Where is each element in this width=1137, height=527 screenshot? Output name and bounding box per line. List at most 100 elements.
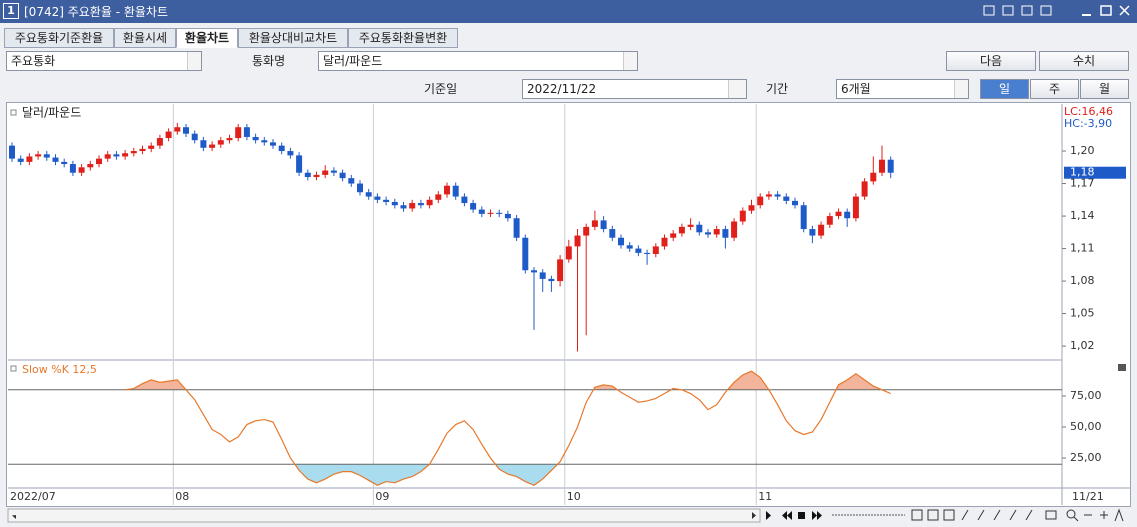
tab[interactable]: 환율차트: [176, 28, 238, 48]
candle-body: [574, 235, 581, 247]
interval-button[interactable]: 월: [1080, 79, 1129, 99]
candle-body: [461, 196, 468, 204]
period-label: 기간: [766, 82, 789, 96]
period-select[interactable]: 6개월: [836, 79, 969, 99]
candle-body: [548, 278, 555, 282]
date-value: 2022/11/22: [527, 82, 597, 96]
title-bar: 1 [0742] 주요환율 - 환율차트: [0, 0, 1137, 23]
interval-button[interactable]: 주: [1030, 79, 1079, 99]
next-button[interactable]: 다음: [946, 51, 1036, 71]
interval-button[interactable]: 일: [980, 79, 1029, 99]
x-tick-label: 10: [567, 490, 581, 503]
candle-body: [583, 226, 590, 236]
candle-body: [270, 142, 276, 146]
dropdown-arrow[interactable]: [187, 52, 201, 70]
window-title: [0742] 주요환율 - 환율차트: [24, 5, 168, 19]
candle-body: [652, 246, 659, 254]
candle-body: [687, 224, 694, 227]
scroll-right[interactable]: [752, 512, 756, 519]
currency-group-select[interactable]: 주요통화: [6, 51, 202, 71]
candle-body: [626, 245, 633, 249]
candle-body: [565, 246, 572, 260]
x-tick-label: 08: [175, 490, 189, 503]
tab[interactable]: 주요통화환율변환: [348, 28, 458, 48]
x-last-label: 11/21: [1072, 490, 1104, 503]
candle-body: [531, 270, 537, 273]
candle-body: [52, 157, 59, 162]
candle-body: [156, 138, 163, 146]
candle-body: [739, 210, 746, 222]
candle-body: [348, 178, 355, 184]
window-controls[interactable]: [980, 3, 1135, 20]
play-button[interactable]: [766, 511, 771, 520]
close[interactable]: [1119, 5, 1130, 16]
scrollbar-track[interactable]: [7, 508, 761, 523]
y-tick-label: 1,20: [1070, 144, 1095, 157]
candle-body: [400, 205, 407, 209]
candle-body: [609, 229, 616, 238]
stop-button[interactable]: [798, 512, 805, 519]
tab[interactable]: 환율상대비교차트: [238, 28, 348, 48]
candle-body: [774, 194, 781, 197]
currency-label: 통화명: [252, 54, 286, 68]
ctrl-icon[interactable]: [983, 5, 995, 16]
candle-body: [17, 158, 24, 162]
tab[interactable]: 주요통화기준환율: [4, 28, 114, 48]
candle-body: [826, 216, 833, 225]
candle-body: [130, 151, 137, 154]
candle-body: [365, 192, 372, 197]
candle-body: [678, 226, 685, 234]
candle-body: [313, 174, 320, 178]
forward-button[interactable]: [812, 511, 822, 520]
ctrl-icon[interactable]: [1002, 5, 1014, 16]
candle-body: [879, 159, 885, 173]
candle-body: [861, 181, 868, 197]
candle-body: [174, 127, 181, 132]
ctrl-icon[interactable]: [1040, 5, 1052, 16]
calendar-button[interactable]: [728, 80, 746, 98]
tab[interactable]: 환율시세: [114, 28, 176, 48]
y-tick-label: 25,00: [1070, 451, 1102, 464]
currency-select[interactable]: 달러/파운드: [318, 51, 638, 71]
scroll-left[interactable]: [12, 512, 16, 519]
y-tick-label: 1,08: [1070, 274, 1095, 287]
candle-body: [818, 224, 825, 236]
candle-body: [713, 229, 720, 235]
date-input[interactable]: 2022/11/22: [522, 79, 747, 99]
series-name: Slow %K 12,5: [22, 363, 97, 376]
candle-body: [470, 203, 477, 210]
dropdown-arrow[interactable]: [954, 80, 968, 98]
candle-body: [435, 194, 442, 200]
candle-body: [304, 172, 311, 178]
candle-body: [557, 259, 564, 282]
candle-body: [26, 156, 33, 162]
maximize[interactable]: [1100, 5, 1112, 16]
rewind-button[interactable]: [782, 511, 792, 520]
pane-close[interactable]: [1118, 364, 1126, 371]
candle-body: [322, 170, 329, 175]
candle-body: [852, 196, 859, 219]
candle-body: [731, 221, 738, 238]
candle-body: [504, 213, 511, 219]
candle-body: [496, 212, 503, 214]
tool-icons[interactable]: [911, 508, 1124, 522]
candle-body: [757, 196, 764, 206]
values-button[interactable]: 수치: [1039, 51, 1129, 71]
y-tick-label: 50,00: [1070, 420, 1102, 433]
candle-body: [139, 148, 146, 152]
candle-body: [43, 154, 50, 158]
candle-body: [522, 237, 529, 271]
dropdown-arrow[interactable]: [623, 52, 637, 70]
y-tick-label: 1,05: [1070, 307, 1095, 320]
candle-body: [800, 205, 807, 230]
date-label: 기준일: [424, 82, 458, 96]
candle-body: [330, 170, 337, 173]
candle-body: [226, 138, 233, 141]
series-line: [125, 370, 891, 486]
ctrl-icon[interactable]: [1021, 5, 1033, 16]
candle-body: [209, 144, 216, 148]
candle-body: [69, 164, 76, 173]
annotation: LC:16,46: [1064, 105, 1113, 118]
